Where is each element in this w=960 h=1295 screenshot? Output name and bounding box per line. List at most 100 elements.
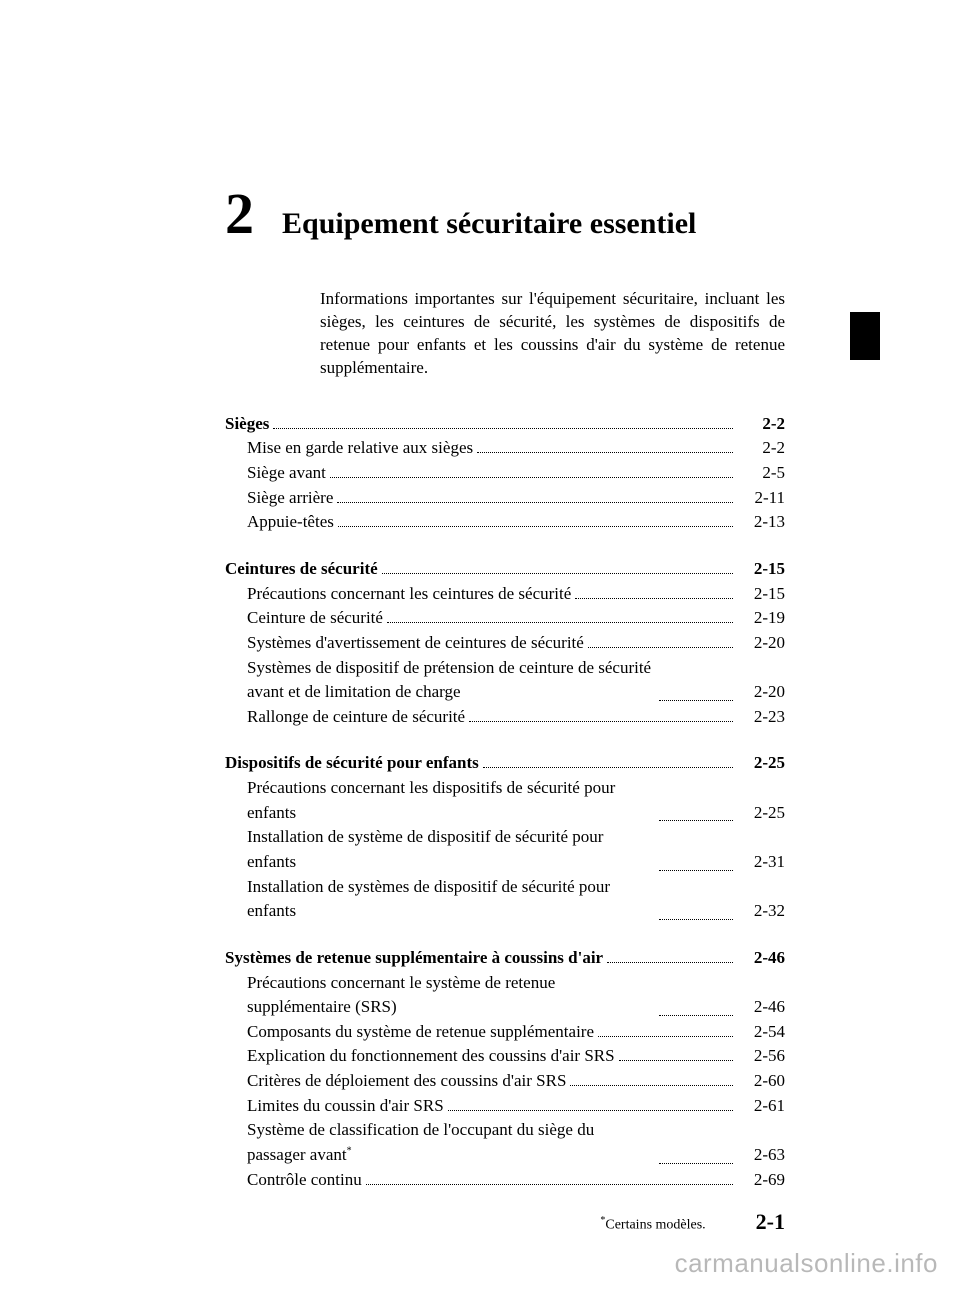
toc-item-row: Ceinture de sécurité 2-19 bbox=[225, 606, 785, 631]
toc-item-label: Installation de système de dispositif de… bbox=[225, 825, 655, 874]
toc-heading-row: Ceintures de sécurité 2-15 bbox=[225, 557, 785, 582]
toc-item-label: Critères de déploiement des coussins d'a… bbox=[225, 1069, 566, 1094]
toc-item-row: Siège avant 2-5 bbox=[225, 461, 785, 486]
toc-dots bbox=[338, 512, 733, 527]
toc-heading-row: Sièges 2-2 bbox=[225, 412, 785, 437]
toc-section: Dispositifs de sécurité pour enfants 2-25… bbox=[225, 751, 785, 923]
toc-section: Sièges2-2Mise en garde relative aux sièg… bbox=[225, 412, 785, 535]
toc-item-label: Mise en garde relative aux sièges bbox=[225, 436, 473, 461]
toc-item-label: Rallonge de ceinture de sécurité bbox=[225, 705, 465, 730]
toc-dots bbox=[483, 753, 733, 768]
toc-item-page: 2-46 bbox=[737, 995, 785, 1020]
toc-item-label: Installation de systèmes de dispositif d… bbox=[225, 875, 655, 924]
toc-section: Ceintures de sécurité 2-15Précautions con… bbox=[225, 557, 785, 729]
toc-item-page: 2-60 bbox=[737, 1069, 785, 1094]
toc-item-row: Systèmes d'avertissement de ceintures de… bbox=[225, 631, 785, 656]
toc-item-page: 2-56 bbox=[737, 1044, 785, 1069]
toc-item-page: 2-2 bbox=[737, 436, 785, 461]
toc-item-page: 2-23 bbox=[737, 705, 785, 730]
toc-item-label: Siège arrière bbox=[225, 486, 333, 511]
toc-item-label: Ceinture de sécurité bbox=[225, 606, 383, 631]
toc-dots bbox=[469, 707, 733, 722]
table-of-contents: Sièges2-2Mise en garde relative aux sièg… bbox=[225, 412, 785, 1193]
toc-item-page: 2-13 bbox=[737, 510, 785, 535]
toc-item-page: 2-25 bbox=[737, 801, 785, 826]
toc-heading-label: Dispositifs de sécurité pour enfants bbox=[225, 751, 479, 776]
toc-item-row: Systèmes de dispositif de prétension de … bbox=[225, 656, 785, 705]
toc-heading-label: Systèmes de retenue supplémentaire à cou… bbox=[225, 946, 603, 971]
toc-item-row: Système de classification de l'occupant … bbox=[225, 1118, 785, 1167]
toc-dots bbox=[598, 1022, 733, 1037]
toc-heading-page: 2-25 bbox=[737, 751, 785, 776]
toc-item-page: 2-19 bbox=[737, 606, 785, 631]
toc-dots bbox=[477, 438, 733, 453]
chapter-header: 2 Equipement sécuritaire essentiel bbox=[225, 185, 785, 243]
page-footer: *Certains modèles. 2-1 bbox=[600, 1209, 785, 1235]
toc-item-page: 2-20 bbox=[737, 680, 785, 705]
toc-item-label: Composants du système de retenue supplém… bbox=[225, 1020, 594, 1045]
toc-item-label: Explication du fonctionnement des coussi… bbox=[225, 1044, 615, 1069]
toc-item-label: Limites du coussin d'air SRS bbox=[225, 1094, 444, 1119]
chapter-title: Equipement sécuritaire essentiel bbox=[282, 207, 696, 241]
toc-item-page: 2-5 bbox=[737, 461, 785, 486]
toc-dots bbox=[570, 1071, 733, 1086]
toc-item-page: 2-20 bbox=[737, 631, 785, 656]
toc-item-row: Appuie-têtes 2-13 bbox=[225, 510, 785, 535]
toc-item-label: Précautions concernant les dispositifs d… bbox=[225, 776, 655, 825]
toc-dots bbox=[619, 1046, 733, 1061]
toc-item-row: Critères de déploiement des coussins d'a… bbox=[225, 1069, 785, 1094]
toc-item-row: Précautions concernant le système de ret… bbox=[225, 971, 785, 1020]
toc-dots bbox=[659, 1001, 733, 1016]
toc-item-page: 2-63 bbox=[737, 1143, 785, 1168]
toc-item-row: Précautions concernant les ceintures de … bbox=[225, 582, 785, 607]
toc-dots bbox=[607, 948, 733, 963]
toc-item-row: Rallonge de ceinture de sécurité 2-23 bbox=[225, 705, 785, 730]
toc-item-page: 2-15 bbox=[737, 582, 785, 607]
toc-item-row: Mise en garde relative aux sièges 2-2 bbox=[225, 436, 785, 461]
watermark: carmanualsonline.info bbox=[675, 1248, 938, 1279]
toc-heading-row: Systèmes de retenue supplémentaire à cou… bbox=[225, 946, 785, 971]
toc-item-page: 2-69 bbox=[737, 1168, 785, 1193]
chapter-number: 2 bbox=[225, 185, 254, 243]
toc-heading-page: 2-46 bbox=[737, 946, 785, 971]
footnote: *Certains modèles. bbox=[600, 1215, 705, 1234]
toc-dots bbox=[588, 633, 733, 648]
toc-item-label: Systèmes d'avertissement de ceintures de… bbox=[225, 631, 584, 656]
toc-heading-page: 2-15 bbox=[737, 557, 785, 582]
toc-item-row: Contrôle continu 2-69 bbox=[225, 1168, 785, 1193]
toc-dots bbox=[382, 559, 733, 574]
footnote-text: Certains modèles. bbox=[605, 1218, 705, 1233]
toc-item-page: 2-11 bbox=[737, 486, 785, 511]
toc-heading-label: Sièges bbox=[225, 412, 269, 437]
toc-heading-label: Ceintures de sécurité bbox=[225, 557, 378, 582]
toc-item-label: Appuie-têtes bbox=[225, 510, 334, 535]
toc-item-page: 2-32 bbox=[737, 899, 785, 924]
toc-heading-page: 2-2 bbox=[737, 412, 785, 437]
toc-dots bbox=[659, 1148, 733, 1163]
toc-dots bbox=[273, 413, 733, 428]
toc-item-label: Contrôle continu bbox=[225, 1168, 362, 1193]
toc-item-label: Siège avant bbox=[225, 461, 326, 486]
toc-dots bbox=[659, 855, 733, 870]
chapter-intro: Informations importantes sur l'équipemen… bbox=[320, 288, 785, 380]
toc-item-row: Installation de systèmes de dispositif d… bbox=[225, 875, 785, 924]
toc-dots bbox=[659, 905, 733, 920]
toc-item-label: Système de classification de l'occupant … bbox=[225, 1118, 655, 1167]
toc-item-label: Précautions concernant le système de ret… bbox=[225, 971, 655, 1020]
toc-dots bbox=[387, 608, 733, 623]
toc-item-row: Siège arrière 2-11 bbox=[225, 486, 785, 511]
toc-item-page: 2-31 bbox=[737, 850, 785, 875]
toc-heading-row: Dispositifs de sécurité pour enfants 2-25 bbox=[225, 751, 785, 776]
toc-item-row: Composants du système de retenue supplém… bbox=[225, 1020, 785, 1045]
toc-section: Systèmes de retenue supplémentaire à cou… bbox=[225, 946, 785, 1192]
page-number: 2-1 bbox=[756, 1209, 785, 1235]
toc-dots bbox=[337, 487, 733, 502]
toc-item-page: 2-54 bbox=[737, 1020, 785, 1045]
toc-dots bbox=[659, 686, 733, 701]
toc-item-page: 2-61 bbox=[737, 1094, 785, 1119]
side-tab bbox=[850, 312, 880, 360]
toc-dots bbox=[659, 806, 733, 821]
toc-item-row: Installation de système de dispositif de… bbox=[225, 825, 785, 874]
toc-item-label: Systèmes de dispositif de prétension de … bbox=[225, 656, 655, 705]
toc-item-row: Limites du coussin d'air SRS 2-61 bbox=[225, 1094, 785, 1119]
